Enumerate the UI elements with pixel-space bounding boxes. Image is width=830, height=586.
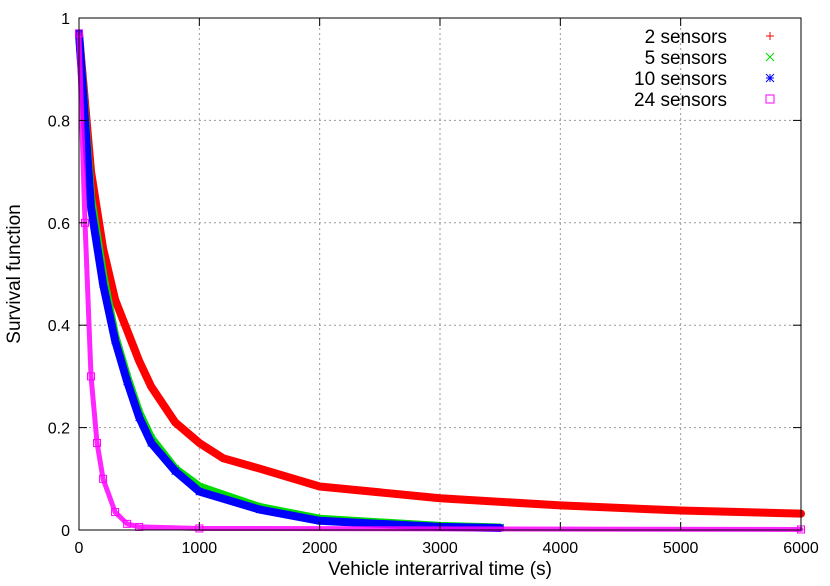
plus-icon	[316, 482, 324, 490]
x-tick-label: 4000	[543, 540, 579, 557]
legend-label: 2 sensors	[645, 27, 727, 48]
plus-icon	[123, 326, 131, 334]
star-icon	[255, 505, 264, 514]
star-icon	[195, 487, 204, 496]
x-tick-label: 3000	[422, 540, 458, 557]
data-point	[87, 372, 96, 381]
data-point	[123, 326, 131, 334]
plus-icon	[556, 501, 564, 509]
data-point	[87, 203, 95, 212]
plus-icon	[256, 465, 263, 473]
x-tick-label: 2000	[302, 540, 338, 557]
x-tick-label: 5000	[663, 540, 699, 557]
cross-icon	[765, 52, 775, 62]
star-icon	[135, 413, 144, 422]
star-icon	[315, 516, 324, 525]
y-tick-label: 0.6	[48, 216, 70, 233]
x-tick-label: 6000	[783, 540, 819, 557]
y-tick-label: 0.4	[48, 318, 70, 335]
y-tick-label: 0.8	[48, 113, 70, 130]
legend-label: 24 sensors	[634, 90, 727, 111]
legend-marker	[765, 73, 775, 83]
data-point	[99, 280, 107, 289]
y-tick-label: 0	[61, 523, 70, 540]
data-point	[316, 482, 324, 490]
legend-label: 10 sensors	[634, 69, 727, 90]
plus-icon	[147, 383, 155, 391]
data-point	[436, 494, 444, 502]
data-point	[93, 438, 102, 447]
plus-icon	[219, 454, 227, 462]
y-tick-label: 1	[61, 11, 70, 28]
data-point	[111, 336, 119, 345]
star-icon	[123, 377, 131, 386]
ticks: 0 1000 2000 3000 4000 5000 6000 0 0.2 0.4 0.6 0.8 1	[48, 11, 819, 557]
star-icon	[171, 467, 180, 475]
data-point	[99, 474, 108, 483]
star-icon	[87, 203, 95, 212]
legend-marker	[765, 94, 775, 104]
data-point	[135, 413, 144, 422]
data-point	[195, 439, 203, 447]
legend-marker	[766, 32, 774, 40]
series-1	[75, 29, 505, 532]
plus-icon	[766, 32, 774, 40]
series-2	[75, 29, 505, 532]
data-point	[171, 418, 179, 426]
x-axis-label: Vehicle interarrival time (s)	[328, 559, 552, 580]
data-point	[147, 439, 156, 447]
data-point	[123, 519, 132, 528]
x-tick-label: 0	[75, 540, 84, 557]
plus-icon	[171, 418, 179, 426]
series-line	[75, 29, 505, 532]
y-tick-label: 0.2	[48, 421, 70, 438]
square-icon	[123, 519, 132, 528]
plus-icon	[135, 357, 143, 365]
series-3	[75, 29, 805, 534]
data-point	[111, 508, 120, 517]
series-line	[75, 29, 805, 518]
series-line	[76, 30, 804, 532]
data-point	[315, 516, 324, 525]
square-icon	[99, 474, 108, 483]
data-point	[219, 454, 227, 462]
series-line	[75, 29, 505, 532]
star-icon	[99, 280, 107, 289]
legend-marker	[765, 52, 775, 62]
data-point	[556, 501, 564, 509]
data-point	[256, 465, 263, 473]
grid	[79, 18, 801, 530]
data-point	[677, 507, 685, 515]
data-point	[111, 296, 119, 304]
data-point	[135, 357, 143, 365]
square-icon	[93, 438, 102, 447]
square-icon	[87, 372, 96, 381]
plus-icon	[195, 439, 203, 447]
data-point	[171, 467, 180, 475]
legend-label: 5 sensors	[645, 48, 727, 69]
square-icon	[765, 94, 775, 104]
plus-icon	[436, 494, 444, 502]
y-axis-label: Survival function	[4, 204, 25, 343]
star-icon	[765, 73, 775, 83]
data-point	[255, 505, 264, 514]
star-icon	[111, 336, 119, 345]
data-point	[147, 383, 155, 391]
square-icon	[111, 508, 120, 517]
data-point	[123, 377, 131, 386]
series-layer	[75, 29, 805, 534]
plus-icon	[111, 296, 119, 304]
plus-icon	[677, 507, 685, 515]
star-icon	[147, 439, 156, 447]
x-tick-label: 1000	[182, 540, 218, 557]
data-point	[195, 487, 204, 496]
